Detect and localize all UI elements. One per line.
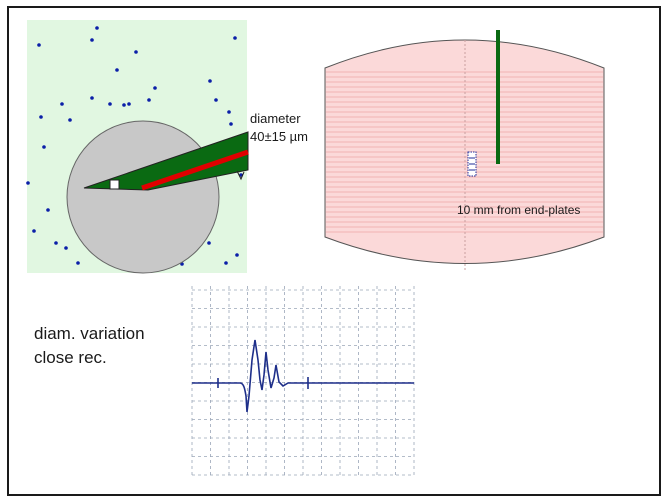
electrode-contact — [236, 170, 245, 181]
particle-dot — [64, 246, 68, 250]
chamber-stripes — [326, 71, 603, 233]
fibre-sample-icon — [467, 151, 477, 177]
particle-dot — [90, 38, 94, 42]
particle-dot — [32, 229, 36, 233]
particle-dot — [39, 115, 43, 119]
signal-waveform — [192, 339, 414, 413]
diameter-label: diameter 40±15 µm — [250, 111, 308, 144]
particle-dot — [115, 68, 119, 72]
micro-view-panel — [26, 20, 249, 274]
particle-dot — [227, 110, 231, 114]
particle-dot — [214, 98, 218, 102]
particle-dot — [60, 102, 64, 106]
particle-dot — [229, 122, 233, 126]
electrode-tip — [109, 179, 120, 190]
particle-dot — [235, 253, 239, 257]
particle-dot — [153, 86, 157, 90]
electrode-shaft — [496, 30, 500, 164]
distance-label: 10 mm from end-plates — [457, 203, 581, 217]
particle-dot — [95, 26, 99, 30]
particle-dot — [46, 208, 50, 212]
particle-dot — [54, 241, 58, 245]
trace-grid — [191, 286, 415, 478]
particle-dot — [147, 98, 151, 102]
variation-label: diam. variation close rec. — [34, 324, 145, 367]
particle-dot — [76, 261, 80, 265]
particle-dot — [37, 43, 41, 47]
particle-dot — [127, 102, 131, 106]
signal-trace-panel — [191, 286, 415, 478]
particle-dot — [90, 96, 94, 100]
particle-dot — [134, 50, 138, 54]
particle-dot — [207, 241, 211, 245]
particle-dot — [108, 102, 112, 106]
particle-dot — [208, 79, 212, 83]
particle-dot — [122, 103, 126, 107]
electrode-core — [141, 149, 249, 191]
particle-dot — [68, 118, 72, 122]
electrode-needle-icon — [83, 131, 249, 191]
particle-dot — [224, 261, 228, 265]
fibre-cross-section — [66, 120, 220, 274]
particle-dot — [42, 145, 46, 149]
particle-dot — [26, 181, 30, 185]
particle-dot — [233, 36, 237, 40]
chamber-view-panel — [324, 30, 605, 270]
